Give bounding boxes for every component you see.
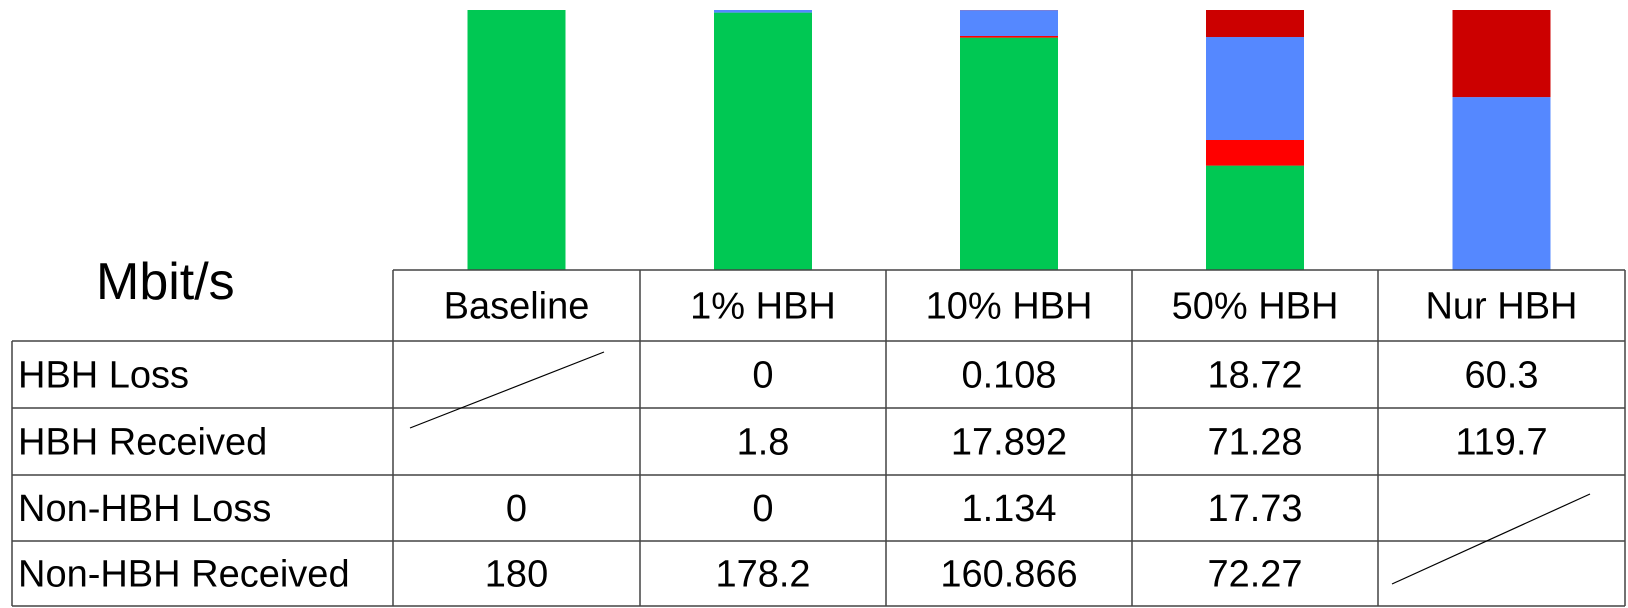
table-header-2: 1% HBH (690, 286, 836, 328)
bar-segment-4-4 (1206, 10, 1304, 38)
bar-segment-3-2 (960, 36, 1058, 38)
row-label-3: Non-HBH Loss (18, 488, 271, 530)
table-cell-3-1: 0 (506, 488, 527, 530)
table-cell-1-3: 0.108 (961, 355, 1056, 397)
bar-segment-5-4 (1452, 10, 1551, 98)
na-diagonal-nur-hbh (1391, 493, 1591, 585)
bar-segment-4-2 (1206, 140, 1304, 166)
bar-segment-3-1 (960, 37, 1058, 270)
table-cell-3-3: 1.134 (961, 488, 1056, 530)
table-cell-3-4: 17.73 (1207, 488, 1302, 530)
table-cell-4-2: 178.2 (715, 554, 810, 596)
table-cell-4-4: 72.27 (1207, 554, 1302, 596)
bar-segment-2-1 (714, 12, 812, 270)
stacked-bar-chart (467, 10, 1551, 270)
bar-segment-3-3 (960, 10, 1058, 36)
table-cell-1-4: 18.72 (1207, 355, 1302, 397)
row-label-1: HBH Loss (18, 355, 189, 397)
bar-segment-5-3 (1452, 97, 1551, 270)
table-cell-1-5: 60.3 (1465, 355, 1539, 397)
table-header-5: Nur HBH (1425, 286, 1577, 328)
table-cell-2-5: 119.7 (1455, 422, 1547, 464)
row-label-2: HBH Received (18, 422, 267, 464)
table-header-4: 50% HBH (1172, 286, 1339, 328)
na-diagonal-baseline (409, 351, 605, 429)
table-cell-2-4: 71.28 (1207, 422, 1302, 464)
table-cell-4-1: 180 (485, 554, 548, 596)
table-cell-4-3: 160.866 (940, 554, 1077, 596)
unit-label: Mbit/s (96, 253, 235, 311)
table-cell-2-3: 17.892 (951, 422, 1067, 464)
table-header-1: Baseline (444, 286, 590, 328)
table-header-3: 10% HBH (926, 286, 1093, 328)
bar-segment-2-3 (714, 10, 812, 13)
bar-segment-1-1 (467, 10, 566, 270)
bar-segment-4-3 (1206, 37, 1304, 140)
row-label-4: Non-HBH Received (18, 554, 350, 596)
table-cell-3-2: 0 (752, 488, 773, 530)
bar-segment-4-1 (1206, 165, 1304, 270)
table-cell-1-2: 0 (752, 355, 773, 397)
table-cell-2-2: 1.8 (737, 422, 790, 464)
